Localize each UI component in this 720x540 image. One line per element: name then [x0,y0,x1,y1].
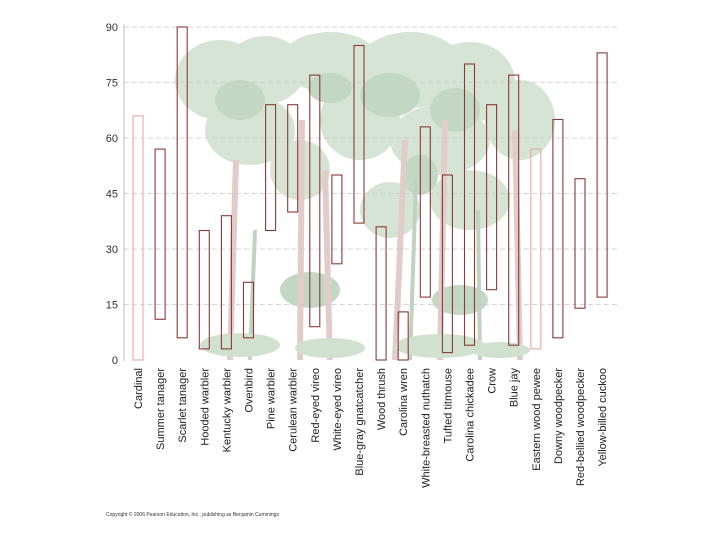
x-category-label: Blue jay [509,368,521,408]
x-category-label: White-breasted nuthatch [420,368,432,488]
x-category-label: Red-bellied woodpecker [575,368,587,486]
y-tick-label: 30 [106,244,118,256]
x-axis-labels: Cardinal Summer tanager Scarlet tanager Hoo… [133,368,609,488]
range-bar [508,74,520,346]
range-bar [331,174,343,265]
range-bar [198,229,210,350]
x-category-label: Eastern wood pewee [531,368,543,471]
range-bar [242,281,255,339]
x-category-label: Pine warbler [266,368,278,429]
y-tick-label: 75 [106,78,118,90]
y-tick-label: 45 [106,189,118,201]
forest-background-illustration [175,32,555,361]
x-category-label: Crow [487,368,499,394]
x-category-label: Carolina chickadee [465,368,477,462]
range-bar [176,26,188,339]
y-tick-label: 15 [106,300,118,312]
range-bar [530,148,542,350]
range-bar [309,74,321,328]
range-bar [552,118,564,339]
range-bar [375,226,387,361]
x-category-label: Scarlet tanager [177,368,189,443]
range-bar [265,104,277,232]
y-tick-label: 90 [106,22,118,34]
copyright-notice: Copyright © 2006 Pearson Education, Inc.… [106,512,279,518]
range-bar [463,63,476,346]
range-bar [486,104,498,291]
x-category-label: Summer tanager [155,368,167,450]
range-bar [596,52,608,298]
x-category-label: Wood thrush [376,368,388,430]
x-category-label: Hooded warbler [199,368,211,446]
range-bar [397,311,409,361]
y-tick-label: 0 [112,355,118,367]
x-category-label: Downy woodpecker [553,368,565,464]
x-category-label: Tufted titmouse [442,368,454,443]
range-bar [220,215,232,350]
range-bars [132,26,608,361]
x-category-label: Red-eyed vireo [310,368,322,443]
x-category-label: Ovenbird [244,368,256,413]
range-bar [441,174,453,354]
x-category-label: Kentucky warbler [221,368,233,453]
range-bar [353,44,365,224]
chart-gridlines [124,26,620,305]
x-category-label: Yellow-billed cuckoo [597,368,609,467]
range-bar [132,115,144,361]
range-bar [574,178,586,309]
x-category-label: Cerulean warbler [288,368,300,452]
x-category-label: Cardinal [133,368,145,409]
x-category-label: White-eyed vireo [332,368,344,451]
x-category-label: Blue-gray gnatcatcher [354,368,366,476]
range-bar [154,148,166,320]
y-axis-ticks: 0 15 30 45 60 75 90 [106,22,118,367]
range-bar [287,104,299,213]
x-category-label: Carolina wren [398,368,410,436]
y-tick-label: 60 [106,133,118,145]
range-bar [419,126,431,298]
